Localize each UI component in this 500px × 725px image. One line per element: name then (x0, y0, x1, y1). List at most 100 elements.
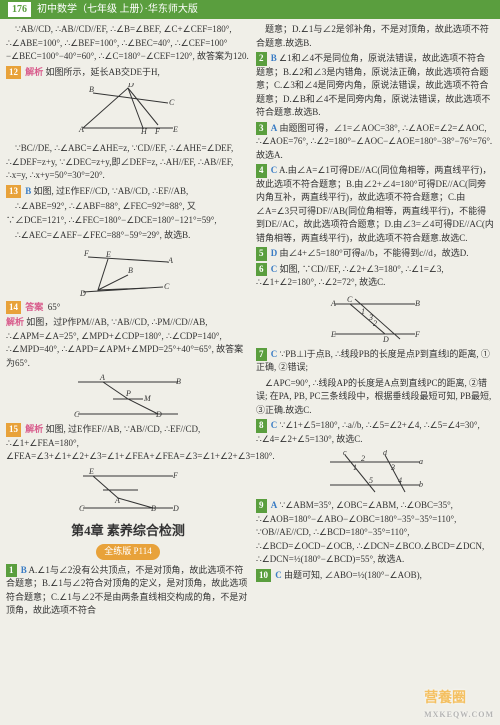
geometry-diagram-3: AB CD PM (68, 374, 188, 419)
item-text: ∵∠1+∠5=180°, ∴a//b, ∴∠5=∠2+∠4, ∴∠5=∠4=30… (256, 420, 480, 444)
page-header: 176 初中数学（七年级 上册）·华东师大版 (0, 0, 500, 19)
item-answer: C (271, 165, 278, 175)
svg-text:A: A (99, 374, 105, 382)
item-text: 如图, ∵CD//EF, ∴∠2+∠3=180°, ∴∠1=∠3, ∴∠1+∠2… (256, 264, 444, 288)
q3: 3 A 由题图可得，∠1=∠AOC=38°, ∴∠AOE=∠2=∠AOC, ∴∠… (256, 122, 494, 163)
svg-text:E: E (172, 125, 178, 134)
svg-text:4: 4 (398, 476, 402, 485)
text-block: 题意；D.∠1与∠2是邻补角，不是对顶角，故此选项不符合题意.故选B. (256, 23, 494, 50)
header-title: 初中数学（七年级 上册）·华东师大版 (37, 2, 198, 17)
q12: 12 解析 如图所示，延长AB交DE于H, (6, 66, 250, 80)
item-answer: C (271, 349, 278, 359)
svg-text:A: A (167, 256, 173, 265)
q6: 6 C 如图, ∵CD//EF, ∴∠2+∠3=180°, ∴∠1=∠3, ∴∠… (256, 263, 494, 290)
item-number: 10 (256, 569, 271, 583)
item-answer: B (271, 53, 277, 63)
item-text: 由题可知, ∠ABO=½(180°−∠AOB), (284, 570, 422, 580)
q4: 4 C A.由∠A=∠1可得DE//AC(同位角相等，两直线平行)，故此选项不符… (256, 164, 494, 245)
svg-text:F: F (83, 249, 89, 258)
svg-text:B: B (176, 377, 181, 386)
svg-text:C: C (79, 504, 85, 513)
item-text: 由题图可得，∠1=∠AOC=38°, ∴∠AOE=∠2=∠AOC, ∴∠AOE=… (256, 123, 492, 160)
q5: 5 D 由∠4+∠5=180°可得a//b，不能得到c//d，故选D. (256, 247, 494, 261)
svg-text:E: E (105, 250, 111, 259)
item-number: 5 (256, 247, 267, 261)
item-text: A.∠1与∠2没有公共顶点，不是对顶角，故此选项不符合题意；B.∠1与∠2符合对… (6, 565, 247, 616)
item-text: 如图, 过E作EF//AB, ∵AB//CD, ∴EF//CD, ∴∠1+∠FE… (6, 424, 275, 461)
svg-text:P: P (125, 389, 131, 398)
svg-text:B: B (151, 504, 156, 513)
item-answer: B (25, 186, 31, 196)
geometry-diagram-5: AB EF CD 123 (325, 294, 425, 344)
item-answer: 65° (48, 302, 61, 312)
item-text: ∠1和∠4不是同位角，原说法错误，故此选项不符合题意；B.∠2和∠3是内错角，原… (256, 53, 490, 117)
svg-text:D: D (127, 83, 134, 89)
item-answer: A (271, 500, 278, 510)
left-column: ∵AB//CD, ∴AB//CD//EF, ∴∠B=∠BEF, ∠C+∠CEF=… (6, 23, 250, 620)
item-text: ∵PB⊥l于点B, ∴线段PB的长度是点P到直线l的距离, ①正确, ②错误; (256, 349, 490, 373)
svg-text:A: A (330, 299, 336, 308)
q8: 8 C ∵∠1+∠5=180°, ∴a//b, ∴∠5=∠2+∠4, ∴∠5=∠… (256, 419, 494, 446)
item-number: 2 (256, 52, 267, 66)
svg-text:B: B (415, 299, 420, 308)
watermark: 营養圈 MXKEQW.COM (424, 688, 494, 721)
content-columns: ∵AB//CD, ∴AB//CD//EF, ∴∠B=∠BEF, ∠C+∠CEF=… (0, 19, 500, 624)
item-number: 13 (6, 185, 21, 199)
svg-text:D: D (155, 410, 162, 419)
q2: 2 B ∠1和∠4不是同位角，原说法错误，故此选项不符合题意；B.∠2和∠3是内… (256, 52, 494, 120)
item-number: 3 (256, 122, 267, 136)
item-answer: C (275, 570, 282, 580)
geometry-diagram-2: FA DC EB (78, 247, 178, 297)
item-number: 15 (6, 423, 21, 437)
svg-text:5: 5 (369, 476, 373, 485)
svg-text:2: 2 (361, 454, 365, 463)
item-number: 9 (256, 499, 267, 513)
item-answer: C (271, 420, 278, 430)
item-text: 如图, 过E作EF//CD, ∵AB//CD, ∴EF//AB, (34, 186, 189, 196)
section-title: 第4章 素养综合检测 (6, 521, 250, 541)
q14: 14 答案 65° (6, 301, 250, 315)
exp-label: 解析 (6, 317, 24, 327)
svg-text:A: A (78, 125, 84, 134)
text-block: ∴∠ABE=92°, ∴∠ABF=88°, ∠FEC=92°=88°, 又∵∠D… (6, 200, 250, 227)
svg-text:F: F (154, 127, 160, 136)
item-answer: C (271, 264, 278, 274)
svg-text:a: a (419, 457, 423, 466)
text-block: ∵BC//DE, ∴∠ABC=∠AHE=z, ∵CD//EF, ∴∠AHE=∠D… (6, 142, 250, 183)
svg-text:A: A (114, 496, 120, 505)
geometry-diagram-6: ab cd 12 354 (325, 450, 425, 495)
svg-text:b: b (419, 480, 423, 489)
svg-text:C: C (347, 295, 353, 304)
item-number: 6 (256, 263, 267, 277)
item-text: 如图所示，延长AB交DE于H, (46, 67, 160, 77)
q10: 10 C 由题可知, ∠ABO=½(180°−∠AOB), (256, 569, 494, 583)
item-answer: B (21, 565, 27, 575)
svg-text:D: D (172, 504, 179, 513)
svg-text:E: E (88, 468, 94, 476)
svg-text:3: 3 (368, 313, 373, 322)
item-number: 1 (6, 564, 17, 578)
text-block: ∴∠AEC=∠AEF−∠FEC=88°−59°=29°, 故选B. (6, 229, 250, 243)
text-block: ∠APC=90°, ∴线段AP的长度是A点到直线PC的距离, ②错误; 在PA,… (256, 377, 494, 418)
q9: 9 A ∵∠ABM=35°, ∠OBC=∠ABM, ∴∠OBC=35°, ∴∠A… (256, 499, 494, 567)
svg-text:C: C (169, 98, 175, 107)
watermark-main: 营養圈 (424, 691, 466, 706)
svg-text:c: c (343, 450, 347, 457)
svg-text:1: 1 (353, 463, 357, 472)
item-answer: D (271, 248, 278, 258)
q13: 13 B 如图, 过E作EF//CD, ∵AB//CD, ∴EF//AB, (6, 185, 250, 199)
item-text: ∵∠ABM=35°, ∠OBC=∠ABM, ∴∠OBC=35°, ∴∠AOB=1… (256, 500, 484, 564)
item-text: A.由∠A=∠1可得DE//AC(同位角相等，两直线平行)，故此选项不符合题意；… (256, 165, 494, 243)
svg-text:F: F (414, 330, 420, 339)
geometry-diagram-1: AE BC DF H (73, 83, 183, 138)
q14-explanation: 解析 如图，过P作PM//AB, ∵AB//CD, ∴PM//CD//AB, ∴… (6, 316, 250, 370)
right-column: 题意；D.∠1与∠2是邻补角，不是对顶角，故此选项不符合题意.故选B. 2 B … (256, 23, 494, 620)
svg-text:D: D (382, 335, 389, 344)
svg-text:2: 2 (373, 319, 377, 328)
exp-text: 如图，过P作PM//AB, ∵AB//CD, ∴PM//CD//AB, ∴∠AP… (6, 317, 243, 368)
item-label: 解析 (25, 424, 43, 434)
item-label: 答案 (25, 302, 43, 312)
q1b: 1 B A.∠1与∠2没有公共顶点，不是对顶角，故此选项不符合题意；B.∠1与∠… (6, 564, 250, 618)
page-number: 176 (8, 2, 31, 17)
item-number: 8 (256, 419, 267, 433)
